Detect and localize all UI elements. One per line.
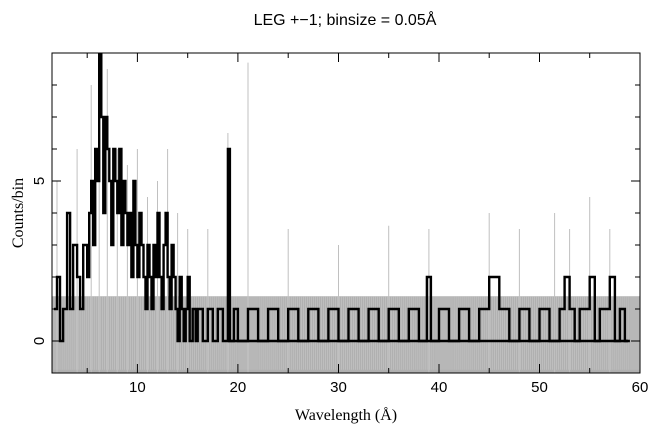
x-axis-label: Wavelength (Å) — [295, 406, 397, 424]
counts-step-line — [54, 53, 628, 343]
x-tick-label: 60 — [632, 379, 649, 396]
x-axis: 10 20 30 40 50 60 — [86, 53, 649, 396]
x-tick-label: 20 — [230, 379, 247, 396]
plot-area — [52, 53, 640, 373]
y-tick-label: 0 — [31, 337, 48, 345]
y-axis-label: Counts/bin — [10, 178, 27, 248]
counts-series — [54, 53, 630, 343]
chart-title: LEG +−1; binsize = 0.05Å — [254, 10, 437, 29]
x-tick-label: 30 — [330, 379, 347, 396]
x-tick-label: 50 — [531, 379, 548, 396]
y-axis: 05 — [31, 52, 640, 374]
x-tick-label: 10 — [129, 379, 146, 396]
x-tick-label: 40 — [431, 379, 448, 396]
y-tick-label: 5 — [31, 177, 48, 185]
